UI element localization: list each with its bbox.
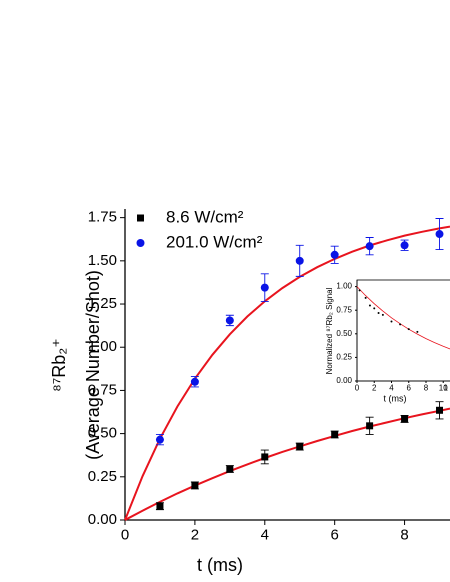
data-point <box>390 320 393 323</box>
y-tick-label: 0.25 <box>88 468 117 485</box>
data-point <box>401 415 409 423</box>
data-point <box>436 406 444 414</box>
data-point <box>435 230 444 239</box>
y-tick-label: 1.75 <box>88 209 117 226</box>
data-point <box>364 296 367 299</box>
fit-line <box>356 286 450 350</box>
data-point <box>358 289 361 292</box>
data-point <box>190 377 199 386</box>
data-point <box>368 304 371 307</box>
y-tick-label: 0.75 <box>336 305 352 314</box>
data-point <box>331 430 339 438</box>
x-tick-label: 0 <box>121 526 129 543</box>
data-point <box>296 443 304 451</box>
y-tick-label: 1.50 <box>88 252 117 269</box>
legend-label: 201.0 W/cm² <box>166 232 263 251</box>
x-tick-label: 10 <box>439 384 448 393</box>
legend-marker <box>136 239 145 247</box>
data-point <box>381 313 384 316</box>
x-tick-label: 0 <box>355 384 360 393</box>
y-tick-label: 1.00 <box>88 338 117 355</box>
y-tick-label: 0.00 <box>88 511 117 528</box>
inset-frame <box>356 279 450 382</box>
x-tick-label: 4 <box>261 526 269 543</box>
data-point <box>156 502 164 510</box>
x-tick-label: 2 <box>372 384 377 393</box>
data-point <box>365 242 374 251</box>
y-tick-label: 0.50 <box>88 425 117 442</box>
data-point <box>366 422 374 430</box>
data-point <box>399 323 402 326</box>
data-point <box>155 435 164 444</box>
x-axis-label: t (ms) <box>384 393 407 403</box>
data-point <box>416 330 419 333</box>
x-tick-label: 8 <box>424 384 429 393</box>
x-tick-label: 6 <box>331 526 339 543</box>
data-point <box>225 316 234 325</box>
data-point <box>407 328 410 331</box>
x-tick-label: 4 <box>389 384 394 393</box>
y-tick-label: 0.50 <box>336 329 352 338</box>
x-tick-label: 1 <box>444 384 449 393</box>
y-tick-label: 0.25 <box>336 353 352 362</box>
y-axis-label: Normalized ⁸⁷Rb₂ Signal <box>325 287 334 374</box>
legend-label: 8.6 W/cm² <box>166 207 244 226</box>
y-tick-label: 1.25 <box>88 295 117 312</box>
y-axis-label: (Average Number/Shot) <box>83 270 103 460</box>
y-axis-label: ⁸⁷Rb₂⁺ <box>49 338 69 392</box>
data-point <box>191 481 199 489</box>
x-axis-label: t (ms) <box>197 555 243 575</box>
data-point <box>260 283 269 292</box>
fit-line <box>124 225 450 521</box>
data-point <box>373 307 376 310</box>
legend-marker <box>137 214 144 222</box>
x-tick-label: 2 <box>191 526 199 543</box>
y-tick-label: 0.75 <box>88 381 117 398</box>
data-point <box>295 256 304 265</box>
data-point <box>377 312 380 315</box>
y-tick-label: 1.00 <box>336 282 352 291</box>
fit-line <box>124 407 450 521</box>
data-point <box>330 250 339 259</box>
x-tick-label: 8 <box>400 526 408 543</box>
data-point <box>400 241 409 250</box>
data-point <box>261 453 269 461</box>
data-point <box>226 465 234 473</box>
y-tick-label: 0.00 <box>336 376 352 385</box>
x-tick-label: 6 <box>407 384 412 393</box>
